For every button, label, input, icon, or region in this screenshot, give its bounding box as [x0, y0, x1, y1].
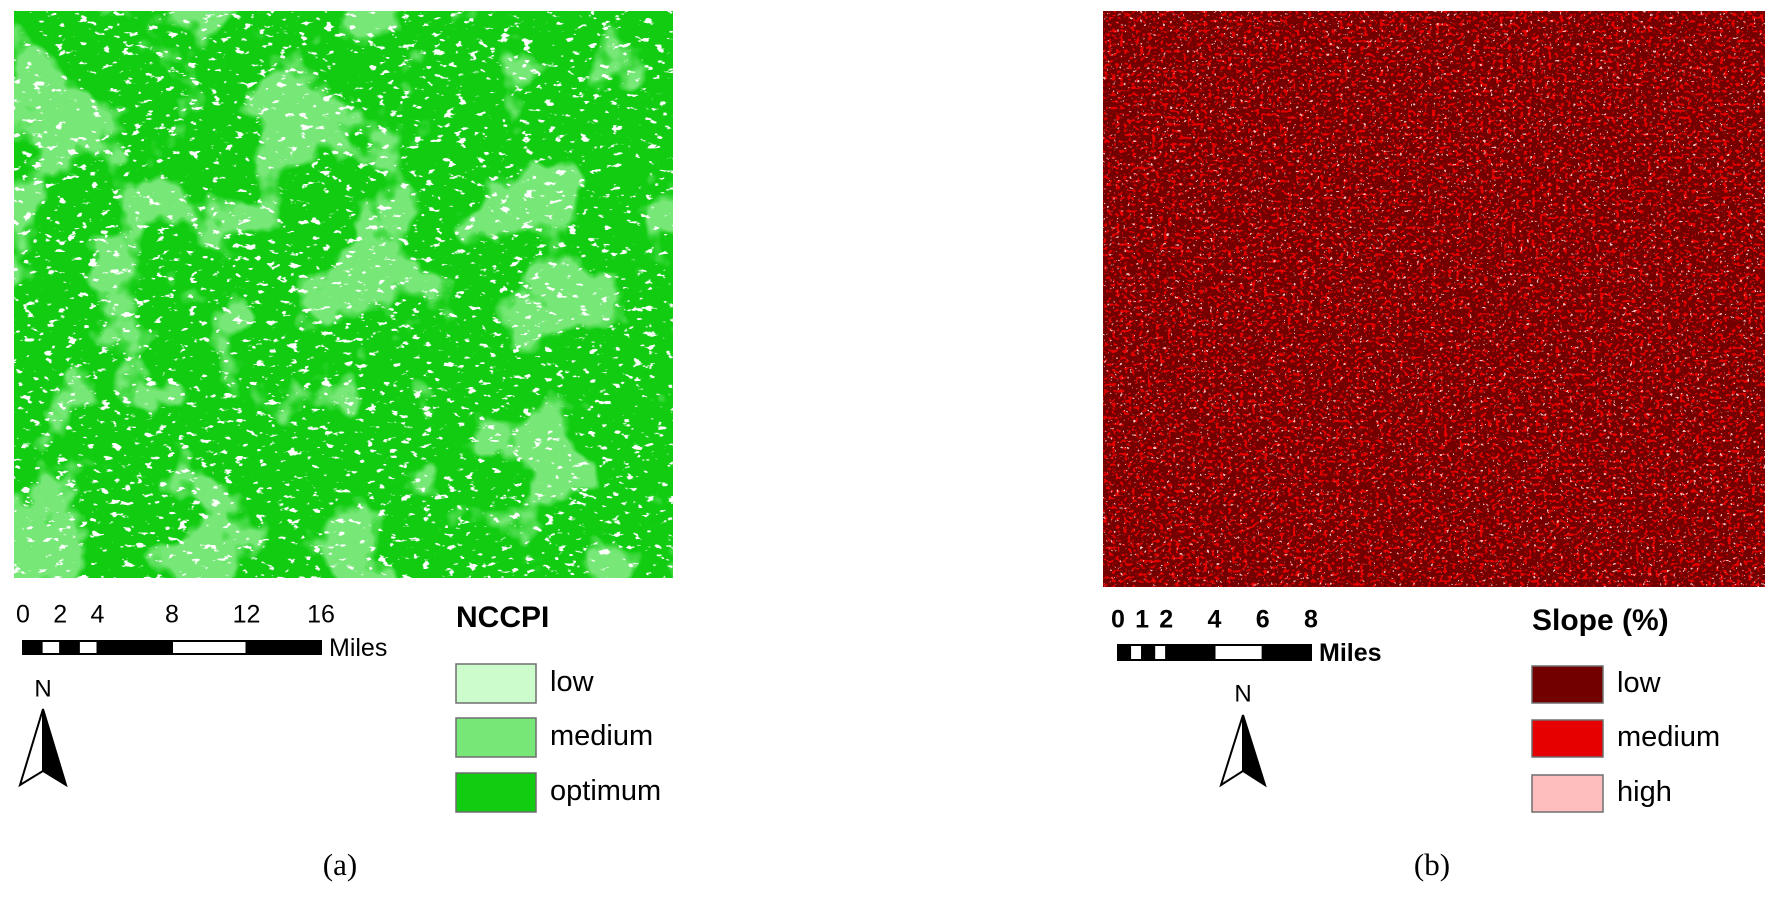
map-texture: [1103, 11, 1765, 587]
scale-bar-segment: [1165, 644, 1216, 661]
legend-title: Slope (%): [1532, 604, 1669, 637]
scale-bar-segment: [96, 640, 173, 655]
scale-bar-segment: [1261, 644, 1312, 661]
scale-tick-label: 12: [233, 601, 261, 629]
legend-label: medium: [550, 720, 653, 752]
north-arrow-left: [18, 708, 44, 788]
legend-swatch: [455, 663, 537, 704]
scale-unit: Miles: [1319, 639, 1382, 667]
scale-tick-label: 6: [1256, 606, 1270, 634]
legend-label: low: [550, 666, 595, 698]
scale-bar-segment: [171, 640, 248, 655]
scale-unit: Miles: [329, 634, 387, 662]
scale-bar-segment: [1141, 644, 1156, 661]
scale-tick-label: 0: [16, 601, 30, 629]
scale-tick-label: 4: [91, 601, 105, 629]
legend-label: high: [1617, 776, 1672, 808]
legend-label: low: [1617, 667, 1662, 699]
scale-bar-segment: [40, 640, 62, 655]
scale-tick-label: 4: [1208, 606, 1222, 634]
panel-label: (b): [1414, 847, 1450, 882]
scale-bar-segment: [59, 640, 80, 655]
legend-title: NCCPI: [456, 601, 549, 634]
legend-swatch: [1531, 665, 1604, 704]
scale-tick-label: 2: [1159, 606, 1173, 634]
scale-tick-label: 1: [1135, 606, 1149, 634]
scale-tick-label: 16: [307, 601, 335, 629]
north-label: N: [1234, 680, 1251, 707]
scale-bar-segment: [1117, 644, 1132, 661]
scale-bar-segment: [1153, 644, 1168, 661]
north-label: N: [34, 675, 51, 702]
north-arrow-left: [1219, 714, 1244, 788]
north-arrow-right: [1242, 714, 1267, 788]
legend-swatch: [1531, 719, 1604, 758]
scale-bar-segment: [77, 640, 99, 655]
scale-bar-segment: [22, 640, 43, 655]
legend-label: medium: [1617, 721, 1720, 753]
panel-label: (a): [323, 847, 357, 882]
legend-swatch: [455, 717, 537, 758]
legend-label: optimum: [550, 775, 661, 807]
scale-bar-segment: [1129, 644, 1144, 661]
scale-bar-segment: [1213, 644, 1264, 661]
scale-tick-label: 8: [1304, 606, 1318, 634]
scale-bar-segment: [245, 640, 322, 655]
legend-swatch: [1531, 774, 1604, 813]
north-arrow-right: [42, 708, 68, 788]
legend-swatch: [455, 772, 537, 813]
scale-tick-label: 2: [53, 601, 67, 629]
scale-tick-label: 8: [165, 601, 179, 629]
scale-tick-label: 0: [1111, 606, 1125, 634]
map-texture: [14, 11, 673, 578]
